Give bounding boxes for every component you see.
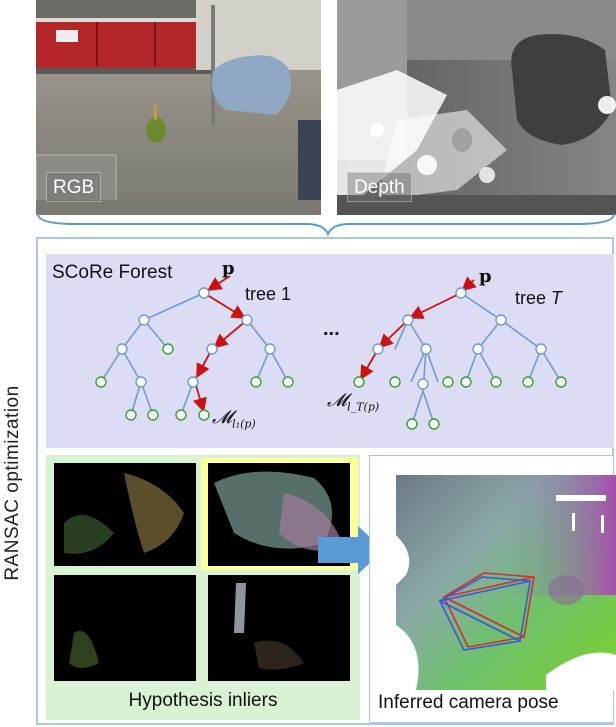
ellipsis: ...: [323, 318, 340, 340]
rgb-label: RGB: [46, 172, 102, 202]
tree-T-label-prefix: tree: [515, 288, 552, 308]
leaf-T-subscript: l_T(p): [347, 400, 380, 414]
leaf-1-subscript: l₁(p): [232, 417, 256, 431]
tree-1-leaves: [95, 343, 294, 421]
ransac-optimization-label: RANSAC optimization: [2, 385, 23, 581]
leaf-1-distribution-label: 𝓜l₁(p): [212, 407, 256, 431]
rgb-scene: [36, 0, 321, 215]
rgb-image: RGB: [36, 0, 321, 215]
leaf-T-distribution-label: 𝓜l_T(p): [327, 390, 379, 414]
tree-T-leaves: [353, 376, 567, 430]
tree-T-nodes: [372, 287, 547, 390]
input-brace: [37, 213, 615, 236]
leaf-T-symbol: 𝓜: [327, 390, 348, 411]
tree-T-edges: [394, 292, 562, 425]
pose-caption: Inferred camera pose: [378, 692, 559, 713]
leaf-1-symbol: 𝓜: [212, 407, 233, 428]
pose-image: [396, 475, 616, 690]
tree-T-label: tree T: [515, 288, 562, 309]
flow-arrow: [318, 526, 384, 574]
score-forest-panel: [46, 254, 614, 448]
tree-T-label-var: T: [551, 288, 563, 308]
hypothesis-caption: Hypothesis inliers: [128, 690, 278, 711]
camera-frustum-blue: [438, 576, 531, 651]
forest-diagram: [95, 275, 567, 430]
depth-image: Depth: [337, 0, 616, 215]
point-p-label-T: p: [479, 266, 492, 287]
depth-scene: [337, 0, 616, 215]
forest-title: SCoRe Forest: [52, 262, 173, 283]
point-p-label-1: p: [222, 258, 235, 279]
hypothesis-grid: [54, 463, 350, 681]
tree-1-label: tree 1: [245, 284, 292, 304]
tree-T-path: [360, 276, 477, 381]
depth-label: Depth: [347, 172, 412, 202]
tree-1-nodes: [116, 287, 276, 388]
tree-1-edges: [100, 292, 289, 416]
